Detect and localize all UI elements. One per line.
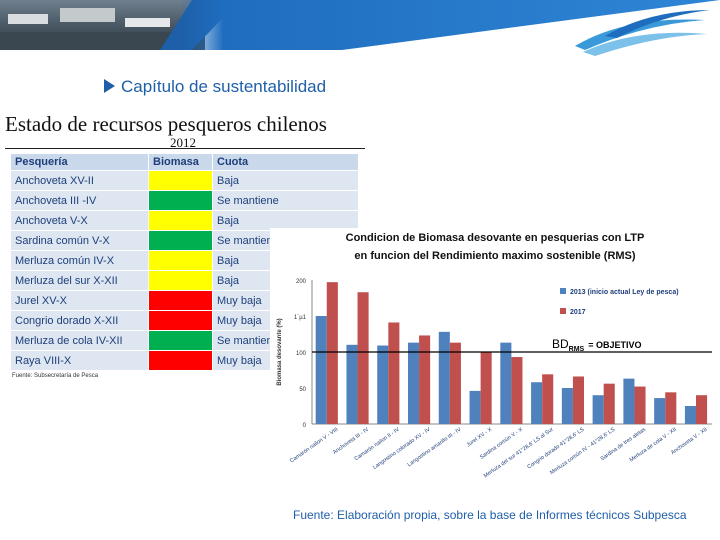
table-year: 2012: [170, 135, 196, 150]
bar-2013: [561, 388, 573, 424]
table-source: Fuente: Subsecretaría de Pesca: [12, 373, 99, 379]
bar-2017: [542, 374, 554, 424]
biomass-status-cell: [148, 310, 213, 331]
bar-2013: [346, 344, 358, 424]
y-axis-label: Biomasa desovante (%): [277, 318, 283, 385]
biomass-status-cell: [148, 350, 213, 371]
figure-source: Fuente: Elaboración propia, sobre la bas…: [293, 508, 687, 522]
x-tick-label: Langostino amarillo III - IV: [407, 427, 463, 469]
species-cell: Merluza del sur X-XII: [10, 270, 149, 291]
bar-2017: [634, 386, 646, 424]
biomass-status-cell: [148, 330, 213, 351]
chart-subtitle: en funcion del Rendimiento maximo sosten…: [354, 250, 636, 262]
bar-2013: [315, 316, 327, 424]
bar-2013: [684, 406, 696, 424]
species-cell: Merluza de cola IV-XII: [10, 330, 149, 351]
wave-logo-icon: [575, 10, 710, 56]
species-cell: Anchoveta XV-II: [10, 170, 149, 191]
bar-2013: [408, 342, 420, 424]
title-divider: [5, 148, 365, 149]
chart-title: Condicion de Biomasa desovante en pesque…: [345, 232, 645, 244]
quota-cell: Se mantiene: [212, 190, 359, 211]
y-tick-label: 1´µ1: [294, 315, 307, 321]
x-tick-label: Merluza común IV - 41°28,6' LS: [549, 427, 616, 477]
header-photo: [0, 0, 205, 50]
column-header: Pesquería: [10, 153, 149, 171]
x-tick-label: Jurel XV - X: [466, 427, 494, 449]
species-cell: Anchoveta III -IV: [10, 190, 149, 211]
reference-label-main: BD: [552, 337, 569, 351]
y-tick-label: 100: [296, 351, 307, 357]
species-cell: Congrio dorado X-XII: [10, 310, 149, 331]
species-cell: Merluza común IV-X: [10, 250, 149, 271]
y-tick-label: 50: [299, 387, 306, 393]
quota-cell: Baja: [212, 210, 359, 231]
biomass-chart-panel: Condicion de Biomasa desovante en pesque…: [270, 228, 720, 500]
fisheries-table: Pesquería Biomasa Cuota Anchoveta XV-II B…: [10, 153, 359, 371]
table-row: Anchoveta XV-II Baja: [10, 170, 359, 191]
x-tick-label: Camarón nailon V - VIII: [289, 426, 340, 464]
bar-2013: [531, 382, 543, 424]
bar-2017: [357, 292, 369, 424]
table-header-row: Pesquería Biomasa Cuota: [10, 153, 359, 171]
bar-2013: [654, 398, 666, 424]
legend-swatch: [560, 308, 566, 314]
table-title: Estado de recursos pesqueros chilenos: [5, 112, 327, 136]
bar-2017: [388, 322, 400, 424]
bar-2017: [572, 376, 584, 424]
biomass-chart: 0 50 100 1´µ1 200 Biomasa desovante (%) Camaró…: [277, 279, 712, 479]
column-header: Cuota: [212, 153, 359, 171]
legend-label: 2013 (inicio actual Ley de pesca): [570, 289, 679, 296]
boat-shape: [8, 14, 48, 24]
y-tick-label: 200: [296, 279, 307, 285]
bar-2013: [500, 342, 512, 424]
legend-label: 2017: [570, 309, 586, 316]
reference-label-rest: = OBJETIVO: [588, 340, 641, 350]
bar-2017: [449, 342, 461, 424]
reference-label-sub: RMS: [569, 346, 585, 353]
species-cell: Jurel XV-X: [10, 290, 149, 311]
x-tick-label: Langostino colorado XV - IV: [372, 427, 432, 471]
species-cell: Anchoveta V-X: [10, 210, 149, 231]
biomass-status-cell: [148, 290, 213, 311]
bar-2017: [665, 392, 677, 424]
legend-swatch: [560, 288, 566, 294]
boat-shape: [125, 18, 170, 27]
bar-2017: [419, 335, 431, 424]
bar-2017: [696, 395, 708, 424]
species-cell: Raya VIII-X: [10, 350, 149, 371]
bar-2013: [377, 345, 389, 424]
bar-2017: [326, 282, 338, 424]
bar-2017: [603, 383, 615, 424]
table-row: Anchoveta III -IV Se mantiene: [10, 190, 359, 211]
bar-2013: [623, 378, 635, 424]
table-row: Jurel XV-X Muy baja: [10, 290, 359, 311]
table-row: Anchoveta V-X Baja: [10, 210, 359, 231]
chapter-heading: Capítulo de sustentabilidad: [104, 77, 326, 97]
biomass-status-cell: [148, 190, 213, 211]
quota-cell: Baja: [212, 170, 359, 191]
species-cell: Sardina común V-X: [10, 230, 149, 251]
chapter-text: Capítulo de sustentabilidad: [121, 77, 327, 96]
biomass-status-cell: [148, 170, 213, 191]
column-header: Biomasa: [148, 153, 213, 171]
biomass-status-cell: [148, 250, 213, 271]
reference-line-label: BDRMS = OBJETIVO: [552, 337, 642, 353]
bullet-arrow-icon: [104, 79, 115, 93]
biomass-status-cell: [148, 270, 213, 291]
biomass-status-cell: [148, 210, 213, 231]
boat-shape: [60, 8, 115, 22]
bar-2017: [480, 352, 492, 424]
bar-2017: [511, 357, 523, 424]
bar-2013: [469, 390, 481, 424]
bar-2013: [592, 395, 604, 424]
biomass-status-cell: [148, 230, 213, 251]
y-tick-label: 0: [303, 423, 307, 429]
water-shape: [0, 32, 205, 50]
bar-2013: [438, 331, 450, 424]
x-tick-label: Congrio dorado 41°28,6' LS: [526, 427, 585, 471]
